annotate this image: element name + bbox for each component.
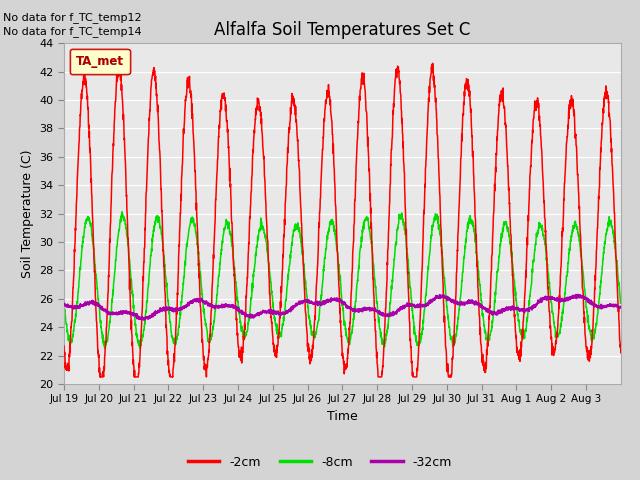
Text: No data for f_TC_temp12: No data for f_TC_temp12	[3, 12, 142, 23]
Y-axis label: Soil Temperature (C): Soil Temperature (C)	[20, 149, 34, 278]
Text: No data for f_TC_temp14: No data for f_TC_temp14	[3, 26, 142, 37]
Title: Alfalfa Soil Temperatures Set C: Alfalfa Soil Temperatures Set C	[214, 21, 470, 39]
Legend: TA_met: TA_met	[70, 49, 130, 74]
Legend: -2cm, -8cm, -32cm: -2cm, -8cm, -32cm	[183, 451, 457, 474]
X-axis label: Time: Time	[327, 410, 358, 423]
